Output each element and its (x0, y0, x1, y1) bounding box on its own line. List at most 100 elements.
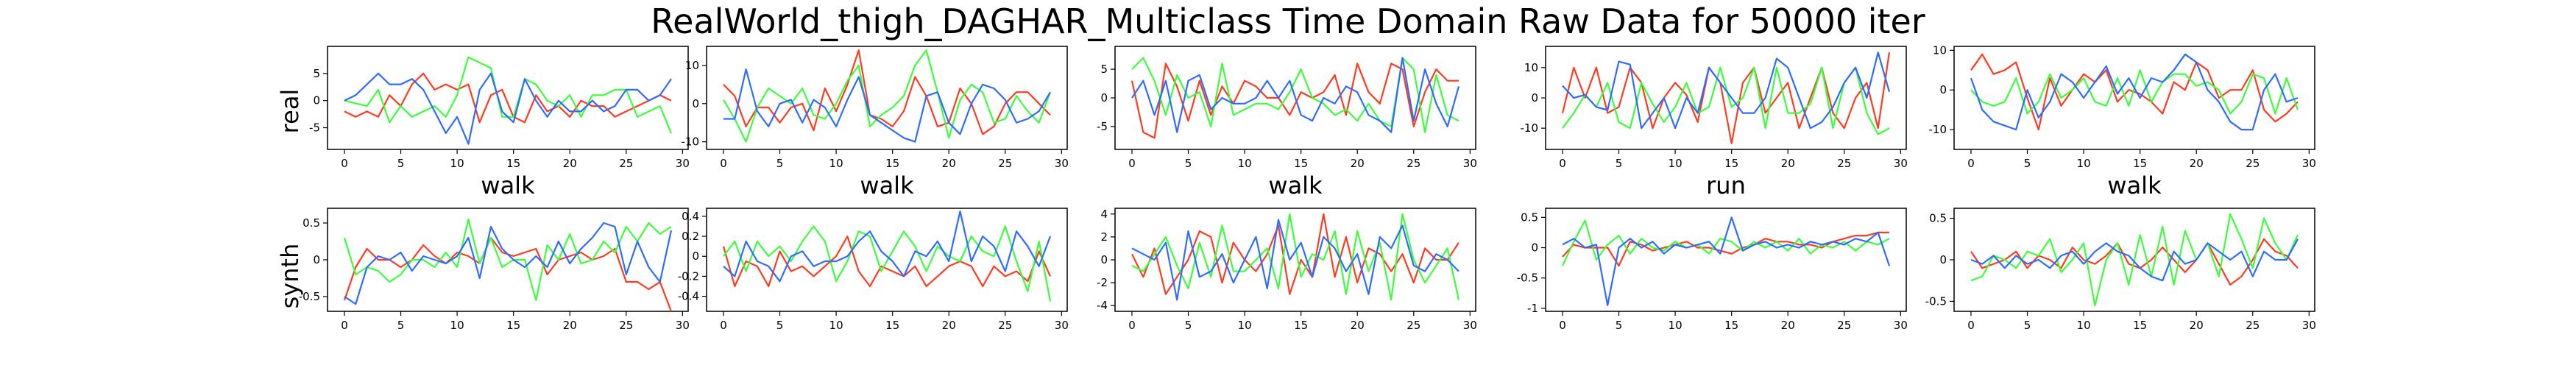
x-tick-label: 15 (2133, 157, 2147, 170)
subplot-synth-3: 0 5 10 15 20 25 30 -1 -0.5 0 0.5 (1517, 208, 1908, 332)
y-tick-label: 10 (1933, 43, 1947, 57)
subplot-synth-2: 0 5 10 15 20 25 30 -4 -2 0 2 4 (1097, 208, 1477, 332)
x-tick-label: 15 (1724, 319, 1738, 332)
x-tick-label: 5 (2024, 157, 2031, 170)
x-tick-label: 0 (1128, 319, 1136, 332)
figure-title: RealWorld_thigh_DAGHAR_Multiclass Time D… (651, 1, 1925, 41)
series-line (723, 68, 1051, 143)
x-tick-label: 5 (397, 319, 405, 332)
y-tick-label: -10 (1929, 123, 1947, 136)
x-tick-label: 25 (1837, 157, 1851, 170)
y-tick-label: 0.2 (682, 230, 699, 243)
y-tick-label: 5 (313, 67, 320, 80)
x-axis-label: run (1706, 171, 1746, 199)
x-tick-label: 25 (998, 319, 1012, 332)
x-tick-label: 5 (1616, 319, 1623, 332)
x-tick-label: 30 (1055, 157, 1069, 170)
x-tick-label: 30 (1055, 319, 1069, 332)
x-tick-label: 5 (1185, 319, 1192, 332)
y-tick-label: 4 (1100, 208, 1108, 221)
x-tick-label: 30 (2302, 319, 2316, 332)
x-tick-label: 5 (1616, 157, 1623, 170)
y-tick-label: -5 (1097, 120, 1108, 133)
subplot-synth-4: 0 5 10 15 20 25 30 -0.5 0 0.5 (1925, 208, 2316, 332)
y-tick-label: 0 (692, 97, 699, 110)
x-tick-label: 25 (1837, 319, 1851, 332)
x-tick-label: 15 (885, 157, 899, 170)
x-tick-label: 10 (1669, 157, 1682, 170)
x-tick-label: 30 (1894, 157, 1908, 170)
series-line (344, 72, 672, 124)
x-tick-label: 25 (2246, 157, 2260, 170)
x-tick-label: 5 (776, 157, 784, 170)
x-tick-label: 15 (1294, 319, 1308, 332)
x-tick-label: 0 (720, 319, 727, 332)
series-line (723, 210, 1052, 283)
x-axis-label: walk (860, 171, 914, 199)
x-tick-label: 30 (1894, 319, 1908, 332)
series-line (1562, 219, 1890, 266)
x-tick-label: 10 (829, 157, 843, 170)
y-tick-label: 5 (1100, 63, 1108, 76)
x-tick-label: 0 (341, 157, 348, 170)
x-tick-label: 30 (676, 157, 690, 170)
series-line (1970, 238, 2299, 282)
x-tick-label: 20 (1351, 157, 1365, 170)
x-tick-label: 30 (676, 319, 690, 332)
x-axis-label: walk (481, 171, 535, 199)
y-tick-label: 0.4 (682, 210, 699, 223)
x-tick-label: 20 (563, 319, 577, 332)
y-tick-label: -2 (1097, 276, 1108, 289)
y-tick-label: 0 (1939, 83, 1947, 96)
y-tick-label: -10 (1521, 121, 1539, 135)
x-tick-label: 20 (942, 157, 956, 170)
series-line (1970, 53, 2299, 131)
subplot-real-4: 0 5 10 15 20 25 30 -10 0 10 walk (1929, 43, 2316, 199)
x-tick-label: 5 (776, 319, 784, 332)
x-axis-label: walk (1268, 171, 1323, 199)
series-line (1131, 219, 1459, 301)
row-label-synth: synth (276, 244, 304, 309)
series-line (1562, 66, 1890, 135)
series-line (343, 218, 672, 302)
x-tick-label: 15 (885, 319, 899, 332)
x-tick-label: 0 (720, 157, 727, 170)
y-tick-label: -1 (1527, 302, 1538, 315)
y-tick-label: 0.5 (1929, 212, 1947, 225)
x-tick-label: 20 (1351, 319, 1365, 332)
x-tick-label: 15 (506, 157, 520, 170)
series-line (1562, 52, 1891, 130)
plot-area (1545, 46, 1907, 150)
y-tick-label: -0.5 (1925, 294, 1947, 308)
x-tick-label: 25 (1406, 319, 1420, 332)
x-tick-label: 10 (1669, 319, 1682, 332)
y-tick-label: 10 (685, 59, 699, 72)
x-tick-label: 20 (1781, 319, 1795, 332)
x-tick-label: 0 (341, 319, 348, 332)
subplot-real-3: 0 5 10 15 20 25 30 -10 0 10 run (1521, 46, 1908, 199)
x-tick-label: 25 (1406, 157, 1420, 170)
y-tick-label: -0.5 (1517, 272, 1538, 285)
series-line (723, 49, 1052, 143)
row-label-real: real (276, 89, 304, 134)
x-tick-label: 10 (450, 157, 464, 170)
subplot-synth-1: 0 5 10 15 20 25 30 -0.4 -0.2 0 0.2 0.4 (678, 208, 1069, 332)
y-tick-label: 0 (1939, 253, 1947, 266)
series-line (1562, 216, 1891, 306)
series-line (1562, 231, 1889, 267)
x-tick-label: 0 (1128, 157, 1136, 170)
x-tick-label: 10 (2077, 157, 2091, 170)
y-tick-label: 0 (1100, 91, 1108, 105)
y-tick-label: 0.5 (302, 216, 320, 230)
x-tick-label: 0 (1967, 157, 1975, 170)
x-tick-label: 25 (619, 319, 633, 332)
x-tick-label: 10 (829, 319, 843, 332)
x-tick-label: 25 (619, 157, 633, 170)
x-axis-label: walk (2107, 171, 2162, 199)
y-tick-label: -0.2 (678, 269, 699, 283)
x-tick-label: 10 (1238, 157, 1252, 170)
subplot-real-2: 0 5 10 15 20 25 30 -5 0 5 walk (1097, 46, 1477, 199)
y-tick-label: -0.4 (678, 290, 699, 303)
series-line (1561, 52, 1891, 144)
